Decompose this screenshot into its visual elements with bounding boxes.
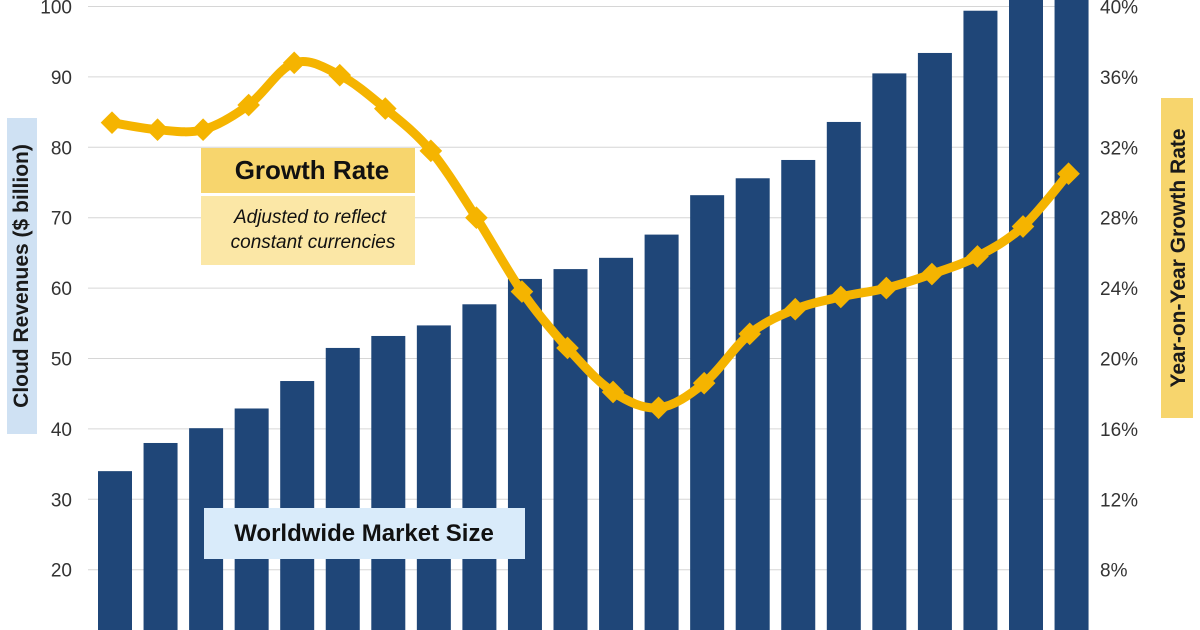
bar	[872, 73, 907, 630]
growth-point	[373, 97, 397, 120]
growth-point	[601, 380, 625, 404]
growth-rate-subtitle-line2: constant currencies	[231, 232, 396, 253]
growth-point	[829, 285, 853, 309]
bar	[1054, 0, 1089, 630]
market-size-annotation: Worldwide Market Size	[204, 508, 525, 559]
growth-rate-annotation: Growth Rate Adjusted to reflect constant…	[201, 148, 415, 265]
left-tick-label: 30	[51, 490, 72, 511]
growth-line-series	[100, 51, 1080, 420]
growth-rate-title: Growth Rate	[235, 155, 390, 185]
bar	[462, 304, 497, 630]
left-tick-label: 90	[51, 68, 72, 89]
bar	[644, 234, 679, 630]
right-tick-label: 40%	[1100, 0, 1138, 19]
right-axis-ticks: 8% 12% 16% 20% 24% 28% 32% 36% 40%	[1100, 0, 1138, 582]
growth-line	[107, 57, 1074, 413]
bar	[325, 347, 360, 630]
bar	[371, 335, 406, 630]
left-tick-label: 60	[51, 279, 72, 300]
growth-point	[146, 118, 169, 142]
left-axis-title: Cloud Revenues ($ billion)	[7, 118, 37, 434]
bar	[599, 257, 634, 630]
growth-point	[191, 118, 215, 142]
left-tick-label: 100	[40, 0, 72, 19]
left-axis-title-text: Cloud Revenues ($ billion)	[10, 144, 33, 408]
left-tick-label: 20	[51, 561, 72, 582]
growth-point	[510, 280, 534, 303]
right-tick-label: 20%	[1100, 350, 1138, 371]
bar-series	[98, 0, 1089, 630]
left-tick-label: 80	[51, 138, 72, 159]
growth-rate-title-background	[201, 148, 415, 193]
bar	[917, 52, 952, 630]
growth-point	[556, 336, 579, 360]
bar	[963, 10, 998, 630]
left-tick-label: 70	[51, 209, 72, 230]
bar	[98, 471, 132, 630]
bar	[280, 381, 315, 630]
bar	[143, 442, 178, 630]
left-axis-title-background	[7, 118, 37, 434]
growth-point	[237, 93, 260, 117]
market-size-label: Worldwide Market Size	[234, 520, 494, 547]
left-tick-label: 40	[51, 420, 72, 441]
right-tick-label: 36%	[1100, 68, 1138, 89]
growth-point	[738, 322, 762, 346]
bar	[781, 159, 816, 630]
growth-point	[920, 262, 944, 286]
market-size-label-background	[204, 508, 525, 559]
growth-point	[692, 371, 716, 395]
bar	[826, 121, 861, 630]
bar	[1009, 0, 1043, 630]
bar	[553, 269, 588, 630]
growth-rate-subtitle-line1: Adjusted to reflect	[233, 207, 387, 228]
bar	[735, 178, 770, 630]
left-tick-label: 50	[51, 350, 72, 371]
growth-point	[647, 396, 670, 420]
growth-point	[783, 297, 807, 321]
growth-point	[875, 276, 898, 300]
right-tick-label: 16%	[1100, 420, 1138, 441]
growth-point	[328, 63, 352, 87]
right-tick-label: 28%	[1100, 209, 1138, 230]
right-axis-title-text: Year-on-Year Growth Rate	[1167, 128, 1190, 387]
bar	[416, 325, 451, 630]
right-axis-title: Year-on-Year Growth Rate	[1161, 98, 1193, 418]
bar	[507, 278, 542, 630]
bar	[690, 195, 725, 630]
left-axis-ticks: 20 30 40 50 60 70 80 90 100	[40, 0, 72, 582]
right-tick-label: 32%	[1100, 138, 1138, 159]
growth-rate-subtitle-background	[201, 196, 415, 265]
right-tick-label: 12%	[1100, 490, 1138, 511]
growth-point	[100, 111, 124, 134]
right-axis-title-background	[1161, 98, 1193, 418]
right-tick-label: 24%	[1100, 279, 1138, 300]
right-tick-label: 8%	[1100, 561, 1128, 582]
